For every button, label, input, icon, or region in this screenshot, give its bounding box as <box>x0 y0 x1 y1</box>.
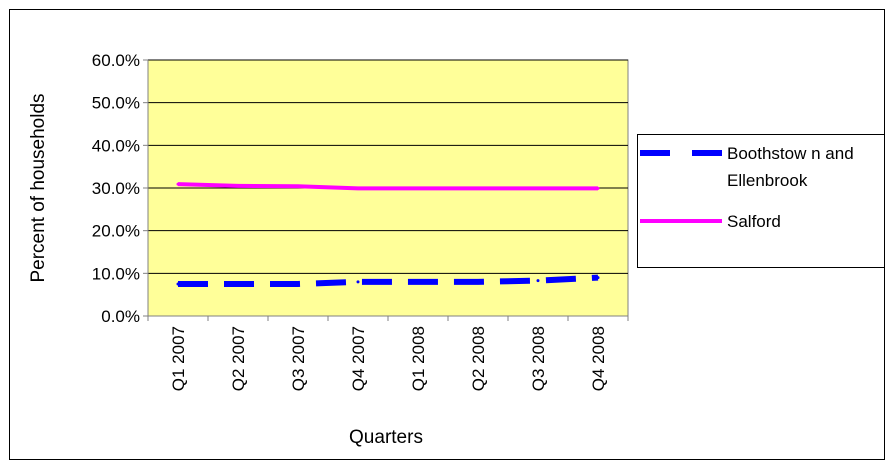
y-axis-ticks: 0.0% 10.0% 20.0% 30.0% 40.0% 50.0% 60.0% <box>92 51 148 326</box>
data-point <box>596 186 600 190</box>
x-tick-label: Q1 2007 <box>169 326 188 391</box>
data-point <box>236 184 240 188</box>
y-tick-label: 30.0% <box>92 179 140 198</box>
legend-label-1: Boothstow n and <box>727 144 854 163</box>
x-tick-label: Q1 2008 <box>409 326 428 391</box>
legend-box <box>637 134 885 268</box>
y-tick-label: 0.0% <box>101 307 140 326</box>
legend-items: Boothstow n and Ellenbrook Salford <box>640 144 854 231</box>
data-point <box>356 280 360 284</box>
x-tick-label: Q3 2008 <box>529 326 548 391</box>
y-tick-label: 20.0% <box>92 222 140 241</box>
y-tick-label: 10.0% <box>92 264 140 283</box>
y-tick-label: 40.0% <box>92 136 140 155</box>
data-point <box>176 282 180 286</box>
data-point <box>596 276 600 280</box>
data-point <box>176 182 180 186</box>
x-tick-label: Q4 2007 <box>349 326 368 391</box>
x-tick-label: Q4 2008 <box>589 326 608 391</box>
legend-label-2: Salford <box>727 212 781 231</box>
data-point <box>476 186 480 190</box>
y-tick-label: 50.0% <box>92 94 140 113</box>
x-tick-label: Q3 2007 <box>289 326 308 391</box>
x-axis-ticks: Q1 2007 Q2 2007 Q3 2007 Q4 2007 Q1 2008 Q2 20… <box>147 316 629 391</box>
data-point <box>416 280 420 284</box>
data-point <box>356 186 360 190</box>
data-point <box>536 186 540 190</box>
data-point <box>536 279 540 283</box>
data-point <box>296 184 300 188</box>
data-point <box>476 280 480 284</box>
y-axis-label: Percent of households <box>28 93 49 282</box>
y-tick-label: 60.0% <box>92 51 140 70</box>
series-line-1 <box>178 274 599 287</box>
series-lines <box>176 182 600 287</box>
legend-label-1: Ellenbrook <box>727 171 808 190</box>
x-tick-label: Q2 2007 <box>229 326 248 391</box>
x-axis-label: Quarters <box>349 427 423 448</box>
legend: Boothstow n and Ellenbrook Salford <box>637 134 885 268</box>
data-point <box>416 186 420 190</box>
x-tick-label: Q2 2008 <box>469 326 488 391</box>
series-line-2 <box>177 182 598 191</box>
data-point <box>236 282 240 286</box>
data-point <box>296 282 300 286</box>
